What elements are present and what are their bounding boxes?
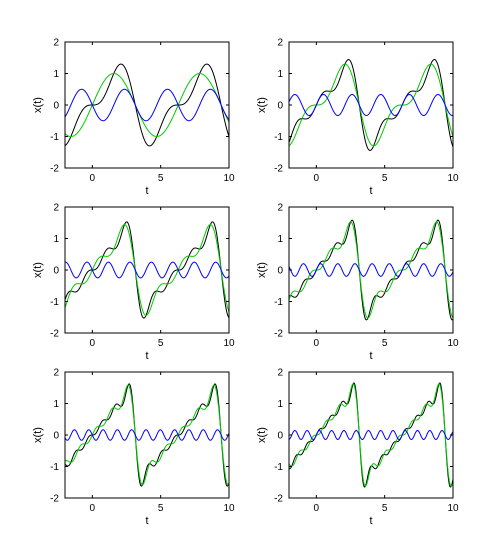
y-tick-label: 1	[277, 69, 283, 80]
y-tick-label: 0	[277, 431, 283, 442]
y-axis-label: x(t)	[256, 262, 268, 278]
y-tick-label: 1	[53, 69, 59, 80]
x-tick-label: 5	[158, 503, 164, 514]
y-tick-label: -2	[50, 329, 59, 340]
x-tick-label: 5	[382, 338, 388, 349]
x-tick-label: 5	[158, 338, 164, 349]
y-tick-label: 2	[53, 203, 59, 214]
x-tick-label: 0	[90, 503, 96, 514]
y-tick-label: 0	[53, 431, 59, 442]
x-axis-label: t	[145, 515, 148, 527]
x-axis-label: t	[145, 185, 148, 197]
y-tick-label: 0	[277, 101, 283, 112]
subplot-1: 0 5 10 -2 -1 0 1 2 t x(t)	[32, 38, 235, 198]
y-axis-label: x(t)	[256, 427, 268, 443]
x-tick-label: 0	[314, 338, 320, 349]
x-tick-label: 0	[90, 173, 96, 184]
x-axis-label: t	[369, 185, 372, 197]
y-tick-label: 1	[277, 399, 283, 410]
x-tick-label: 5	[382, 503, 388, 514]
y-tick-label: -1	[274, 132, 283, 143]
subplot-2: 0 5 10 -2 -1 0 1 2 t x(t)	[256, 38, 459, 198]
previous-approximation-line	[289, 63, 453, 147]
y-tick-label: -2	[50, 494, 59, 505]
y-tick-label: 2	[53, 38, 59, 49]
x-tick-label: 0	[314, 173, 320, 184]
y-tick-label: -1	[274, 462, 283, 473]
y-tick-label: -2	[274, 164, 283, 175]
approximation-line	[65, 63, 229, 147]
y-tick-label: -2	[274, 329, 283, 340]
y-tick-label: -2	[274, 494, 283, 505]
y-tick-label: 1	[53, 399, 59, 410]
y-tick-label: -1	[50, 132, 59, 143]
y-axis-label: x(t)	[256, 97, 268, 113]
x-tick-label: 0	[90, 338, 96, 349]
y-tick-label: 0	[53, 266, 59, 277]
y-tick-label: 0	[53, 101, 59, 112]
added-harmonic-line	[65, 88, 229, 122]
added-harmonic-line	[289, 93, 453, 117]
subplot-3: 0 5 10 -2 -1 0 1 2 t x(t)	[32, 203, 235, 363]
x-axis-label: t	[369, 515, 372, 527]
y-tick-label: -2	[50, 164, 59, 175]
x-tick-label: 5	[158, 173, 164, 184]
x-tick-label: 10	[223, 173, 235, 184]
x-tick-label: 10	[447, 173, 459, 184]
x-tick-label: 10	[447, 338, 459, 349]
subplot-4: 0 5 10 -2 -1 0 1 2 t x(t)	[256, 203, 459, 363]
added-harmonic-line	[65, 261, 229, 279]
added-harmonic-line	[289, 263, 453, 277]
previous-approximation-line	[65, 384, 229, 486]
axes-frame	[64, 371, 230, 499]
subplot-6: 0 5 10 -2 -1 0 1 2 t x(t)	[256, 368, 459, 528]
x-axis-label: t	[145, 350, 148, 362]
y-axis-label: x(t)	[32, 427, 44, 443]
subplot-5: 0 5 10 -2 -1 0 1 2 t x(t)	[32, 368, 235, 528]
y-tick-label: -1	[50, 462, 59, 473]
x-tick-label: 5	[382, 173, 388, 184]
y-axis-label: x(t)	[32, 262, 44, 278]
y-tick-label: 0	[277, 266, 283, 277]
x-axis-label: t	[369, 350, 372, 362]
added-harmonic-line	[65, 429, 229, 441]
y-tick-label: 2	[277, 38, 283, 49]
added-harmonic-line	[289, 429, 453, 441]
y-tick-label: 1	[53, 234, 59, 245]
y-tick-label: 2	[53, 368, 59, 379]
x-tick-label: 0	[314, 503, 320, 514]
y-tick-label: 2	[277, 368, 283, 379]
y-tick-label: -1	[274, 297, 283, 308]
y-tick-label: 2	[277, 203, 283, 214]
y-axis-label: x(t)	[32, 97, 44, 113]
x-tick-label: 10	[223, 503, 235, 514]
y-tick-label: 1	[277, 234, 283, 245]
x-tick-label: 10	[447, 503, 459, 514]
y-tick-label: -1	[50, 297, 59, 308]
x-tick-label: 10	[223, 338, 235, 349]
